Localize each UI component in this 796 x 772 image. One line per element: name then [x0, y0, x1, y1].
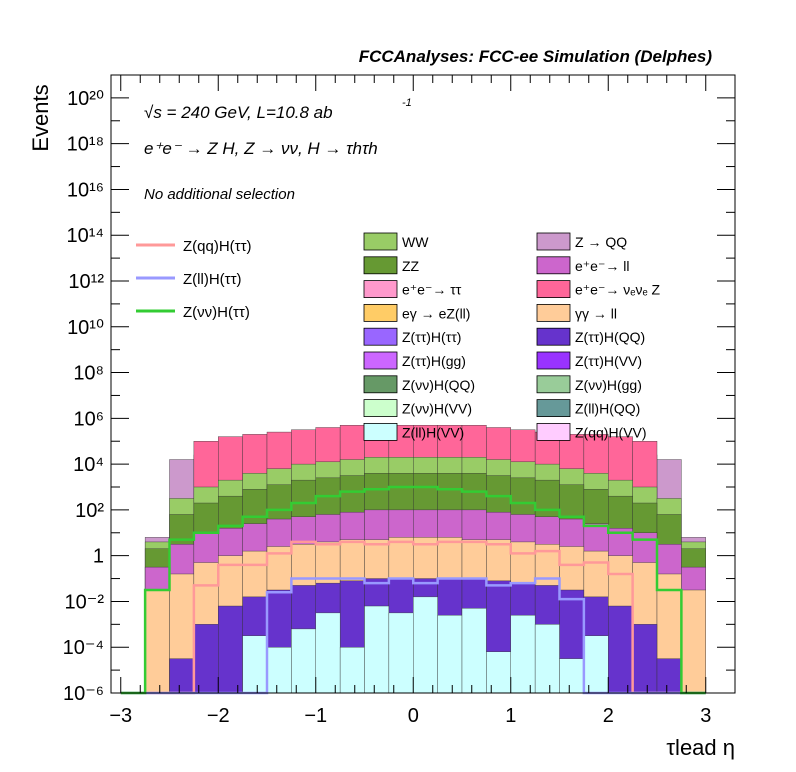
- histogram-bar: [388, 612, 414, 694]
- x-tick-label: 2: [603, 705, 614, 727]
- chart-title: FCCAnalyses: FCC-ee Simulation (Delphes): [359, 47, 713, 66]
- plot-frame: [110, 74, 736, 694]
- histogram-bar: [242, 635, 268, 694]
- y-tick-label: 10¹⁸: [67, 134, 104, 156]
- legend-label: Z → QQ: [575, 234, 627, 250]
- legend-swatch: [536, 256, 571, 275]
- legend-label: Z(ll)H(ττ): [183, 271, 242, 288]
- legend-label: e⁺e⁻→ ττ: [402, 282, 462, 298]
- histogram-bar: [315, 612, 341, 694]
- legend-swatch: [363, 351, 398, 370]
- legend-label: Z(ττ)H(ττ): [402, 329, 461, 345]
- legend-label: Z(νν)H(VV): [402, 401, 472, 417]
- y-tick-label: 10¹⁴: [67, 225, 105, 247]
- legend-label: Z(ττ)H(VV): [575, 353, 642, 369]
- legend-swatch: [536, 280, 571, 299]
- legend-label: Z(νν)H(gg): [575, 377, 642, 393]
- histogram-bar: [169, 658, 195, 694]
- histogram-bar: [608, 605, 633, 694]
- y-axis-ticks: 10⁻⁶ 10⁻⁴ 10⁻² 1 10² 10⁴ 10⁶ 10⁸ 10¹⁰ 10¹² 10¹⁴ 10¹…: [63, 74, 735, 705]
- histogram-bar: [364, 605, 390, 694]
- legend-label: Z(ττ)H(QQ): [575, 329, 645, 345]
- legend-label: Z(qq)H(ττ): [183, 238, 252, 255]
- legend-label: Z(νν)H(QQ): [402, 377, 475, 393]
- legend-label: e⁺e⁻→ νₑνₑ Z: [575, 282, 661, 298]
- x-tick-label: 0: [408, 705, 419, 727]
- x-tick-label: −2: [207, 705, 230, 727]
- histogram-bar: [266, 647, 292, 694]
- legend-label: Z(νν)H(ττ): [183, 304, 250, 321]
- legend-swatch: [363, 303, 398, 322]
- x-axis-label: τlead η: [666, 735, 735, 760]
- y-tick-label: 1: [93, 546, 104, 568]
- legend-label: Z(ττ)H(gg): [402, 353, 466, 369]
- y-tick-label: 10⁻⁶: [63, 683, 104, 705]
- stacked-histograms: [144, 425, 706, 694]
- legend-label: Z(ll)H(VV): [402, 424, 464, 440]
- legend-label: γγ → ll: [575, 305, 617, 321]
- y-axis-label: Events: [28, 84, 53, 151]
- y-tick-label: 10²: [75, 500, 104, 522]
- histogram-bar: [144, 589, 170, 694]
- histogram-bar: [461, 608, 487, 694]
- legend-label: Z(ll)H(QQ): [575, 401, 640, 417]
- legend-swatch: [536, 351, 571, 370]
- legend-label: ZZ: [402, 258, 420, 274]
- x-tick-label: 3: [700, 705, 711, 727]
- legend-label: WW: [402, 234, 429, 250]
- legend-swatch: [536, 327, 571, 346]
- x-axis-ticks: −3 −2 −1 0 1 2 3: [109, 75, 711, 727]
- legend-swatch: [363, 232, 398, 251]
- histogram-bar: [583, 635, 609, 694]
- y-tick-label: 10⁶: [74, 408, 104, 430]
- histogram-bar: [339, 647, 365, 694]
- histogram-bar: [218, 605, 243, 694]
- legend-swatch: [536, 375, 571, 394]
- legend-swatch: [363, 375, 398, 394]
- legend-label: Z(qq)H(VV): [575, 424, 647, 440]
- y-tick-label: 10²⁰: [67, 88, 104, 110]
- y-tick-label: 10⁸: [73, 363, 104, 385]
- histogram-bar: [510, 614, 536, 694]
- histogram-bar: [437, 614, 463, 694]
- energy-annotation-exponent: -1: [402, 97, 412, 109]
- energy-annotation: √s = 240 GeV, L=10.8 ab: [144, 103, 333, 122]
- histogram-bar: [534, 624, 560, 694]
- histogram-bar: [486, 651, 511, 694]
- y-tick-label: 10⁻⁴: [63, 637, 104, 659]
- histogram-bar: [291, 628, 316, 694]
- background-legend: WW Z → QQ ZZ e⁺e⁻→ ll e⁺e⁻→ ττ e⁺e⁻→ νₑνₑ Z eγ…: [363, 232, 661, 441]
- y-tick-label: 10⁴: [73, 454, 104, 476]
- y-tick-label: 10¹⁶: [67, 179, 104, 201]
- histogram-bar: [632, 624, 658, 694]
- histogram-bar: [413, 596, 438, 694]
- selection-annotation: No additional selection: [144, 186, 295, 203]
- y-tick-label: 10⁻²: [65, 591, 105, 613]
- legend-swatch: [536, 303, 571, 322]
- signal-legend: Z(qq)H(ττ) Z(ll)H(ττ) Z(νν)H(ττ): [136, 238, 252, 321]
- y-tick-label: 10¹⁰: [67, 317, 104, 339]
- histogram-bar: [193, 624, 219, 694]
- legend-swatch: [363, 422, 398, 441]
- x-tick-label: 1: [505, 705, 516, 727]
- legend-swatch: [363, 256, 398, 275]
- y-tick-label: 10¹²: [68, 271, 104, 293]
- signal-step-line: [120, 540, 706, 695]
- process-annotation: e⁺e⁻ → Z H, Z → νν, H → τhτh: [144, 139, 378, 158]
- legend-swatch: [363, 399, 398, 418]
- histogram-bar: [656, 658, 682, 694]
- legend-swatch: [536, 232, 571, 251]
- histogram-bar: [559, 658, 585, 694]
- legend-swatch: [536, 399, 571, 418]
- signal-step-line: [120, 485, 706, 695]
- histogram-bar: [681, 589, 706, 694]
- legend-swatch: [363, 327, 398, 346]
- legend-swatch: [363, 280, 398, 299]
- x-tick-label: −3: [109, 705, 132, 727]
- legend-swatch: [536, 422, 571, 441]
- x-tick-label: −1: [304, 705, 327, 727]
- legend-label: e⁺e⁻→ ll: [575, 258, 629, 274]
- legend-label: eγ → eZ(ll): [402, 305, 470, 321]
